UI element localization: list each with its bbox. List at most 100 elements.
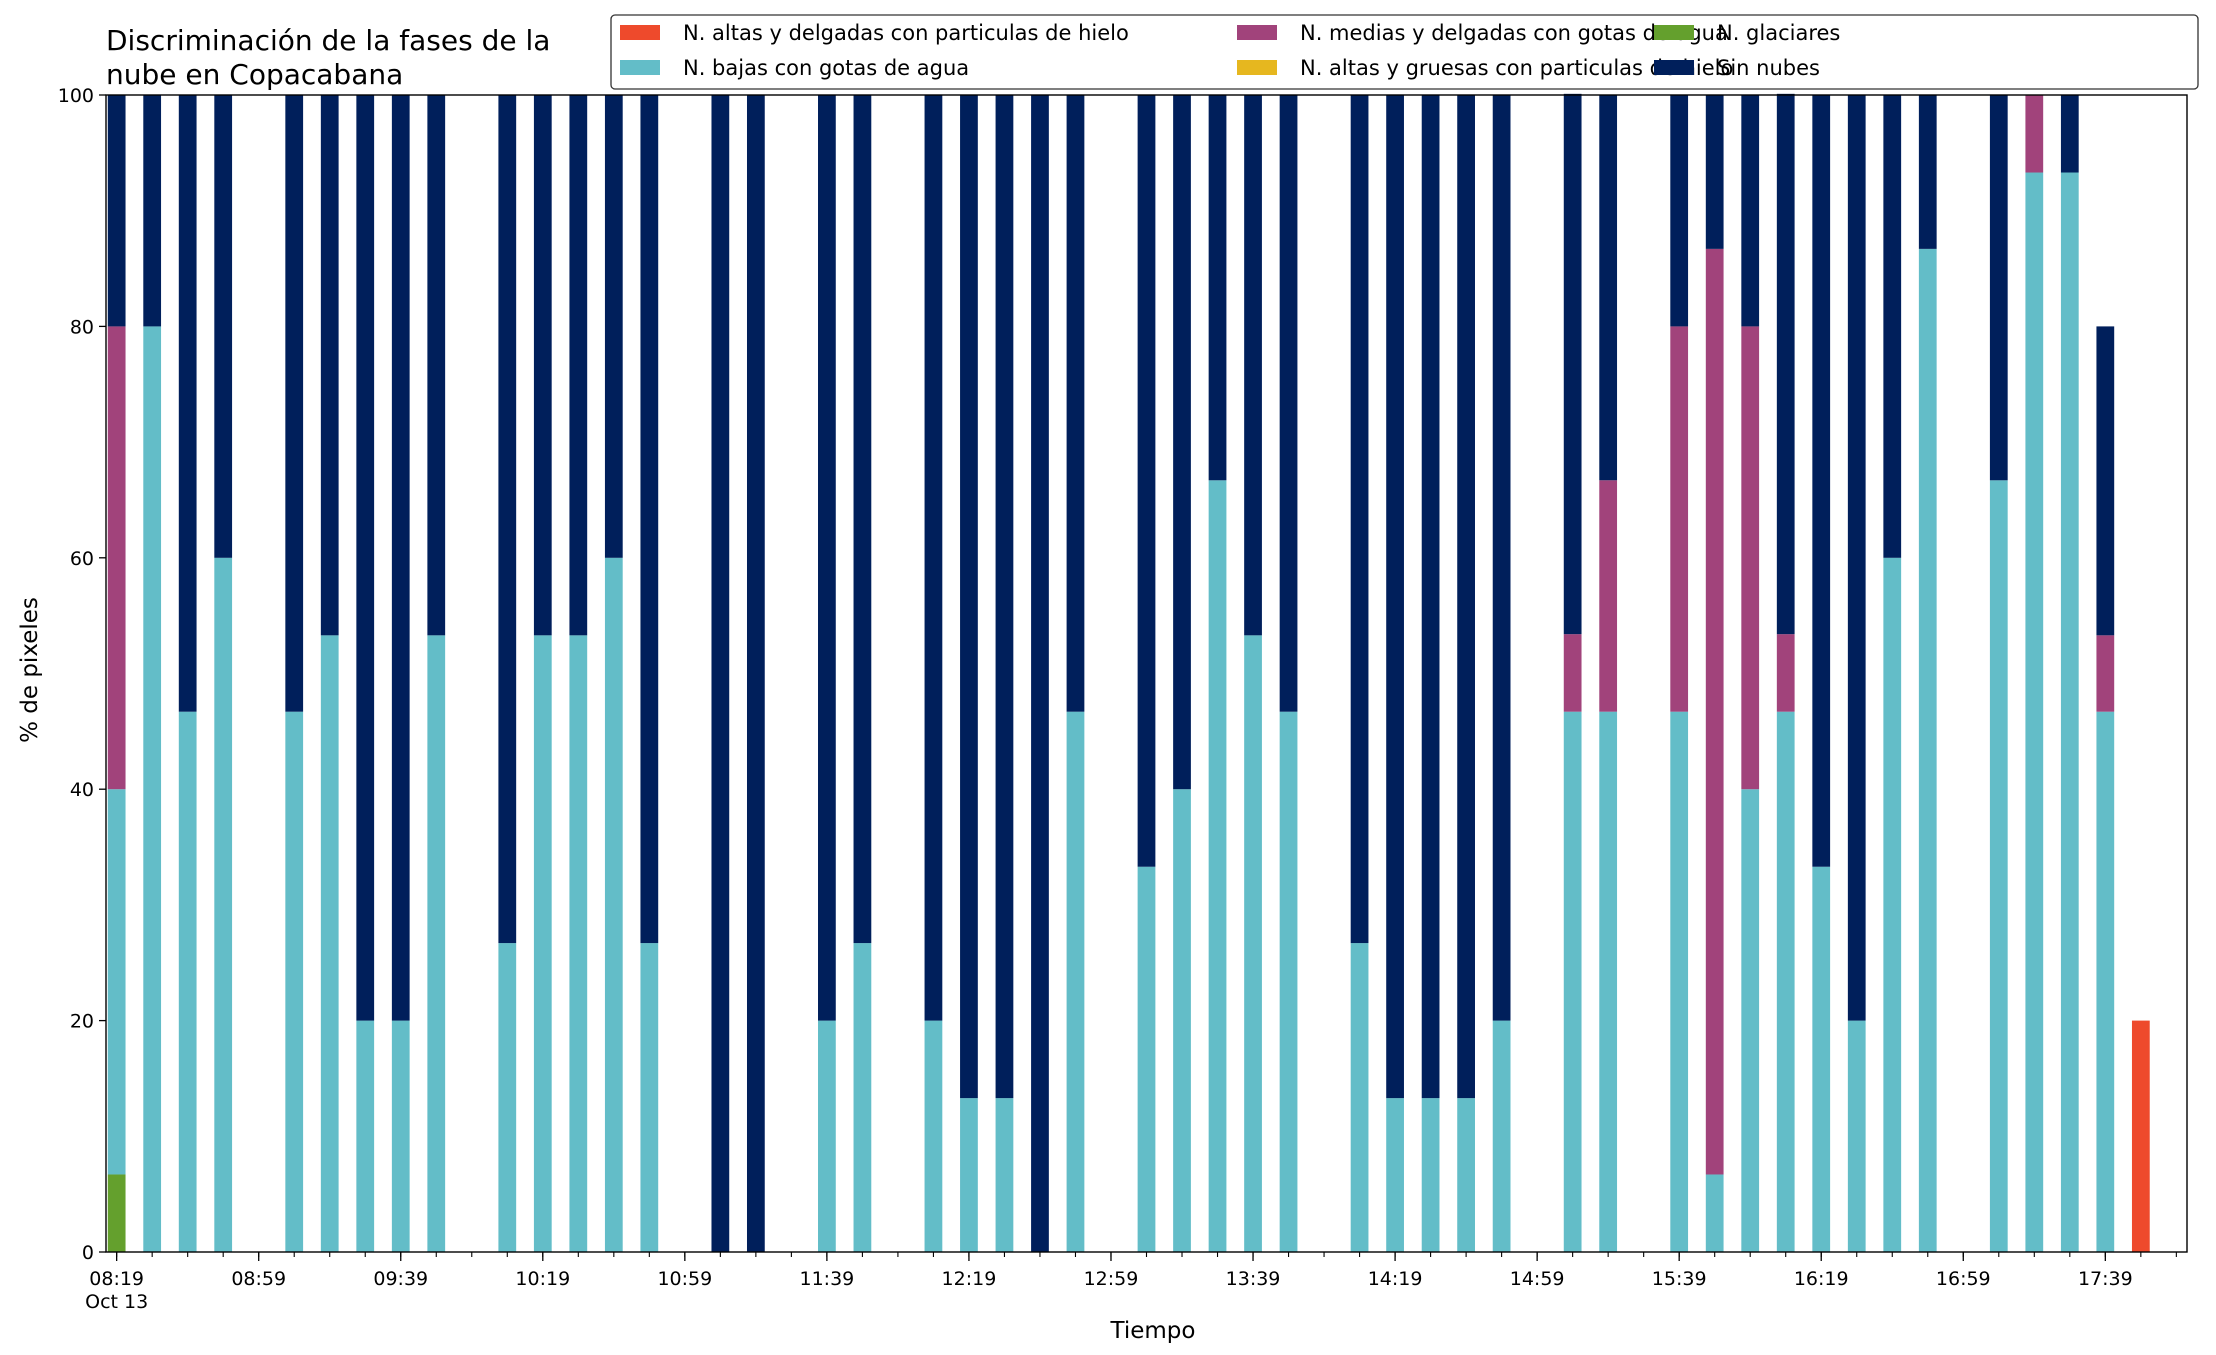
bar-segment xyxy=(1599,711,1618,1252)
bar-segment xyxy=(924,95,943,1021)
bar-segment xyxy=(1918,248,1937,1252)
bar-segment xyxy=(1812,95,1831,867)
bar-segment xyxy=(853,943,872,1252)
bar-segment xyxy=(320,635,339,1252)
bar-segment xyxy=(1776,711,1795,1252)
bar-segment xyxy=(1776,634,1795,712)
legend-swatch xyxy=(1237,60,1277,75)
legend-label: Sin nubes xyxy=(1717,56,1820,80)
x-tick-label: 13:39 xyxy=(1226,1268,1281,1290)
bar-segment xyxy=(391,1020,410,1252)
x-tick-label: 12:59 xyxy=(1084,1268,1139,1290)
x-tick-label: 16:59 xyxy=(1936,1268,1991,1290)
x-tick-label: 12:19 xyxy=(942,1268,997,1290)
bar-segment xyxy=(2096,711,2115,1252)
bar-segment xyxy=(1031,95,1049,1252)
bar-segment xyxy=(2025,95,2044,173)
x-tick-label: 14:59 xyxy=(1510,1268,1565,1290)
bar-segment xyxy=(1173,789,1191,1252)
bar-segment xyxy=(2096,326,2115,636)
bar-segment xyxy=(1492,95,1511,1021)
bar-segment xyxy=(569,95,588,636)
bar-segment xyxy=(1208,480,1227,1252)
bar-segment xyxy=(2060,172,2079,1252)
bar-segment xyxy=(1279,711,1298,1252)
y-tick-label: 20 xyxy=(70,1011,94,1033)
bar-segment xyxy=(1386,1098,1404,1252)
bar-segment xyxy=(1492,1020,1511,1252)
bar-segment xyxy=(1173,95,1191,790)
bar-segment xyxy=(178,95,197,712)
legend-item: N. bajas con gotas de agua xyxy=(620,56,969,80)
bar-segment xyxy=(1066,711,1085,1252)
bar-segment xyxy=(640,943,659,1252)
legend-box xyxy=(610,14,2199,90)
bar-segment xyxy=(853,95,872,944)
bar-segment xyxy=(214,95,233,558)
x-tick-label: 10:59 xyxy=(657,1268,712,1290)
bar-segment xyxy=(214,557,233,1252)
bar-segment xyxy=(1350,943,1369,1252)
bar-segment xyxy=(427,635,446,1252)
bar-segment xyxy=(1563,634,1582,712)
x-tick-label: 15:39 xyxy=(1652,1268,1707,1290)
y-tick-label: 80 xyxy=(70,316,94,338)
bar-segment xyxy=(818,95,836,1021)
bar-segment xyxy=(640,95,659,944)
legend-swatch xyxy=(1654,60,1694,75)
bar-segment xyxy=(2131,1020,2150,1252)
bar-segment xyxy=(1847,1020,1866,1252)
bar-segment xyxy=(1244,635,1262,1252)
bar-segment xyxy=(1989,480,2008,1252)
bar-segment xyxy=(1421,95,1440,1099)
bar-segment xyxy=(604,95,623,558)
bar-segment xyxy=(1386,95,1404,1099)
bar-segment xyxy=(924,1020,943,1252)
x-tick-sublabel: Oct 13 xyxy=(85,1291,148,1313)
bar-segment xyxy=(1599,95,1618,481)
bars-layer xyxy=(107,93,2150,1252)
bar-segment xyxy=(1599,480,1618,712)
bar-segment xyxy=(320,95,339,636)
bar-segment xyxy=(2060,95,2079,173)
bar-segment xyxy=(285,711,304,1252)
bar-segment xyxy=(569,635,588,1252)
bar-segment xyxy=(143,95,162,327)
legend-swatch xyxy=(620,60,660,75)
legend-swatch xyxy=(1654,25,1694,40)
bar-segment xyxy=(1883,557,1902,1252)
x-tick-label: 08:59 xyxy=(231,1268,286,1290)
bar-segment xyxy=(1350,95,1369,944)
chart-title: Discriminación de la fases de la nube en… xyxy=(106,24,550,91)
y-tick-label: 40 xyxy=(70,779,94,801)
bar-segment xyxy=(1137,95,1156,867)
legend-item: Sin nubes xyxy=(1654,56,1820,80)
x-tick-label: 14:19 xyxy=(1368,1268,1423,1290)
y-axis-label: % de pixeles xyxy=(17,597,43,743)
bar-segment xyxy=(107,1174,126,1252)
bar-segment xyxy=(1741,95,1760,327)
bar-segment xyxy=(143,326,162,1252)
legend-label: N. bajas con gotas de agua xyxy=(683,56,969,80)
bar-segment xyxy=(1279,95,1298,712)
bar-segment xyxy=(1244,95,1262,636)
bar-segment xyxy=(356,95,375,1021)
bar-segment xyxy=(711,95,730,1252)
bar-segment xyxy=(960,95,978,1099)
bar-segment xyxy=(1670,711,1689,1252)
legend-item: N. glaciares xyxy=(1654,21,1840,45)
bar-segment xyxy=(1776,93,1795,635)
legend: N. altas y delgadas con particulas de hi… xyxy=(610,14,2199,90)
bar-segment xyxy=(498,943,517,1252)
bar-segment xyxy=(1847,95,1866,1021)
bar-segment xyxy=(1670,95,1689,327)
bar-segment xyxy=(2025,172,2044,1252)
bar-segment xyxy=(427,95,446,636)
bar-segment xyxy=(107,326,126,790)
bar-segment xyxy=(107,789,126,1175)
bar-segment xyxy=(533,635,552,1252)
bar-segment xyxy=(107,95,126,327)
x-tick-label: 17:39 xyxy=(2078,1268,2133,1290)
